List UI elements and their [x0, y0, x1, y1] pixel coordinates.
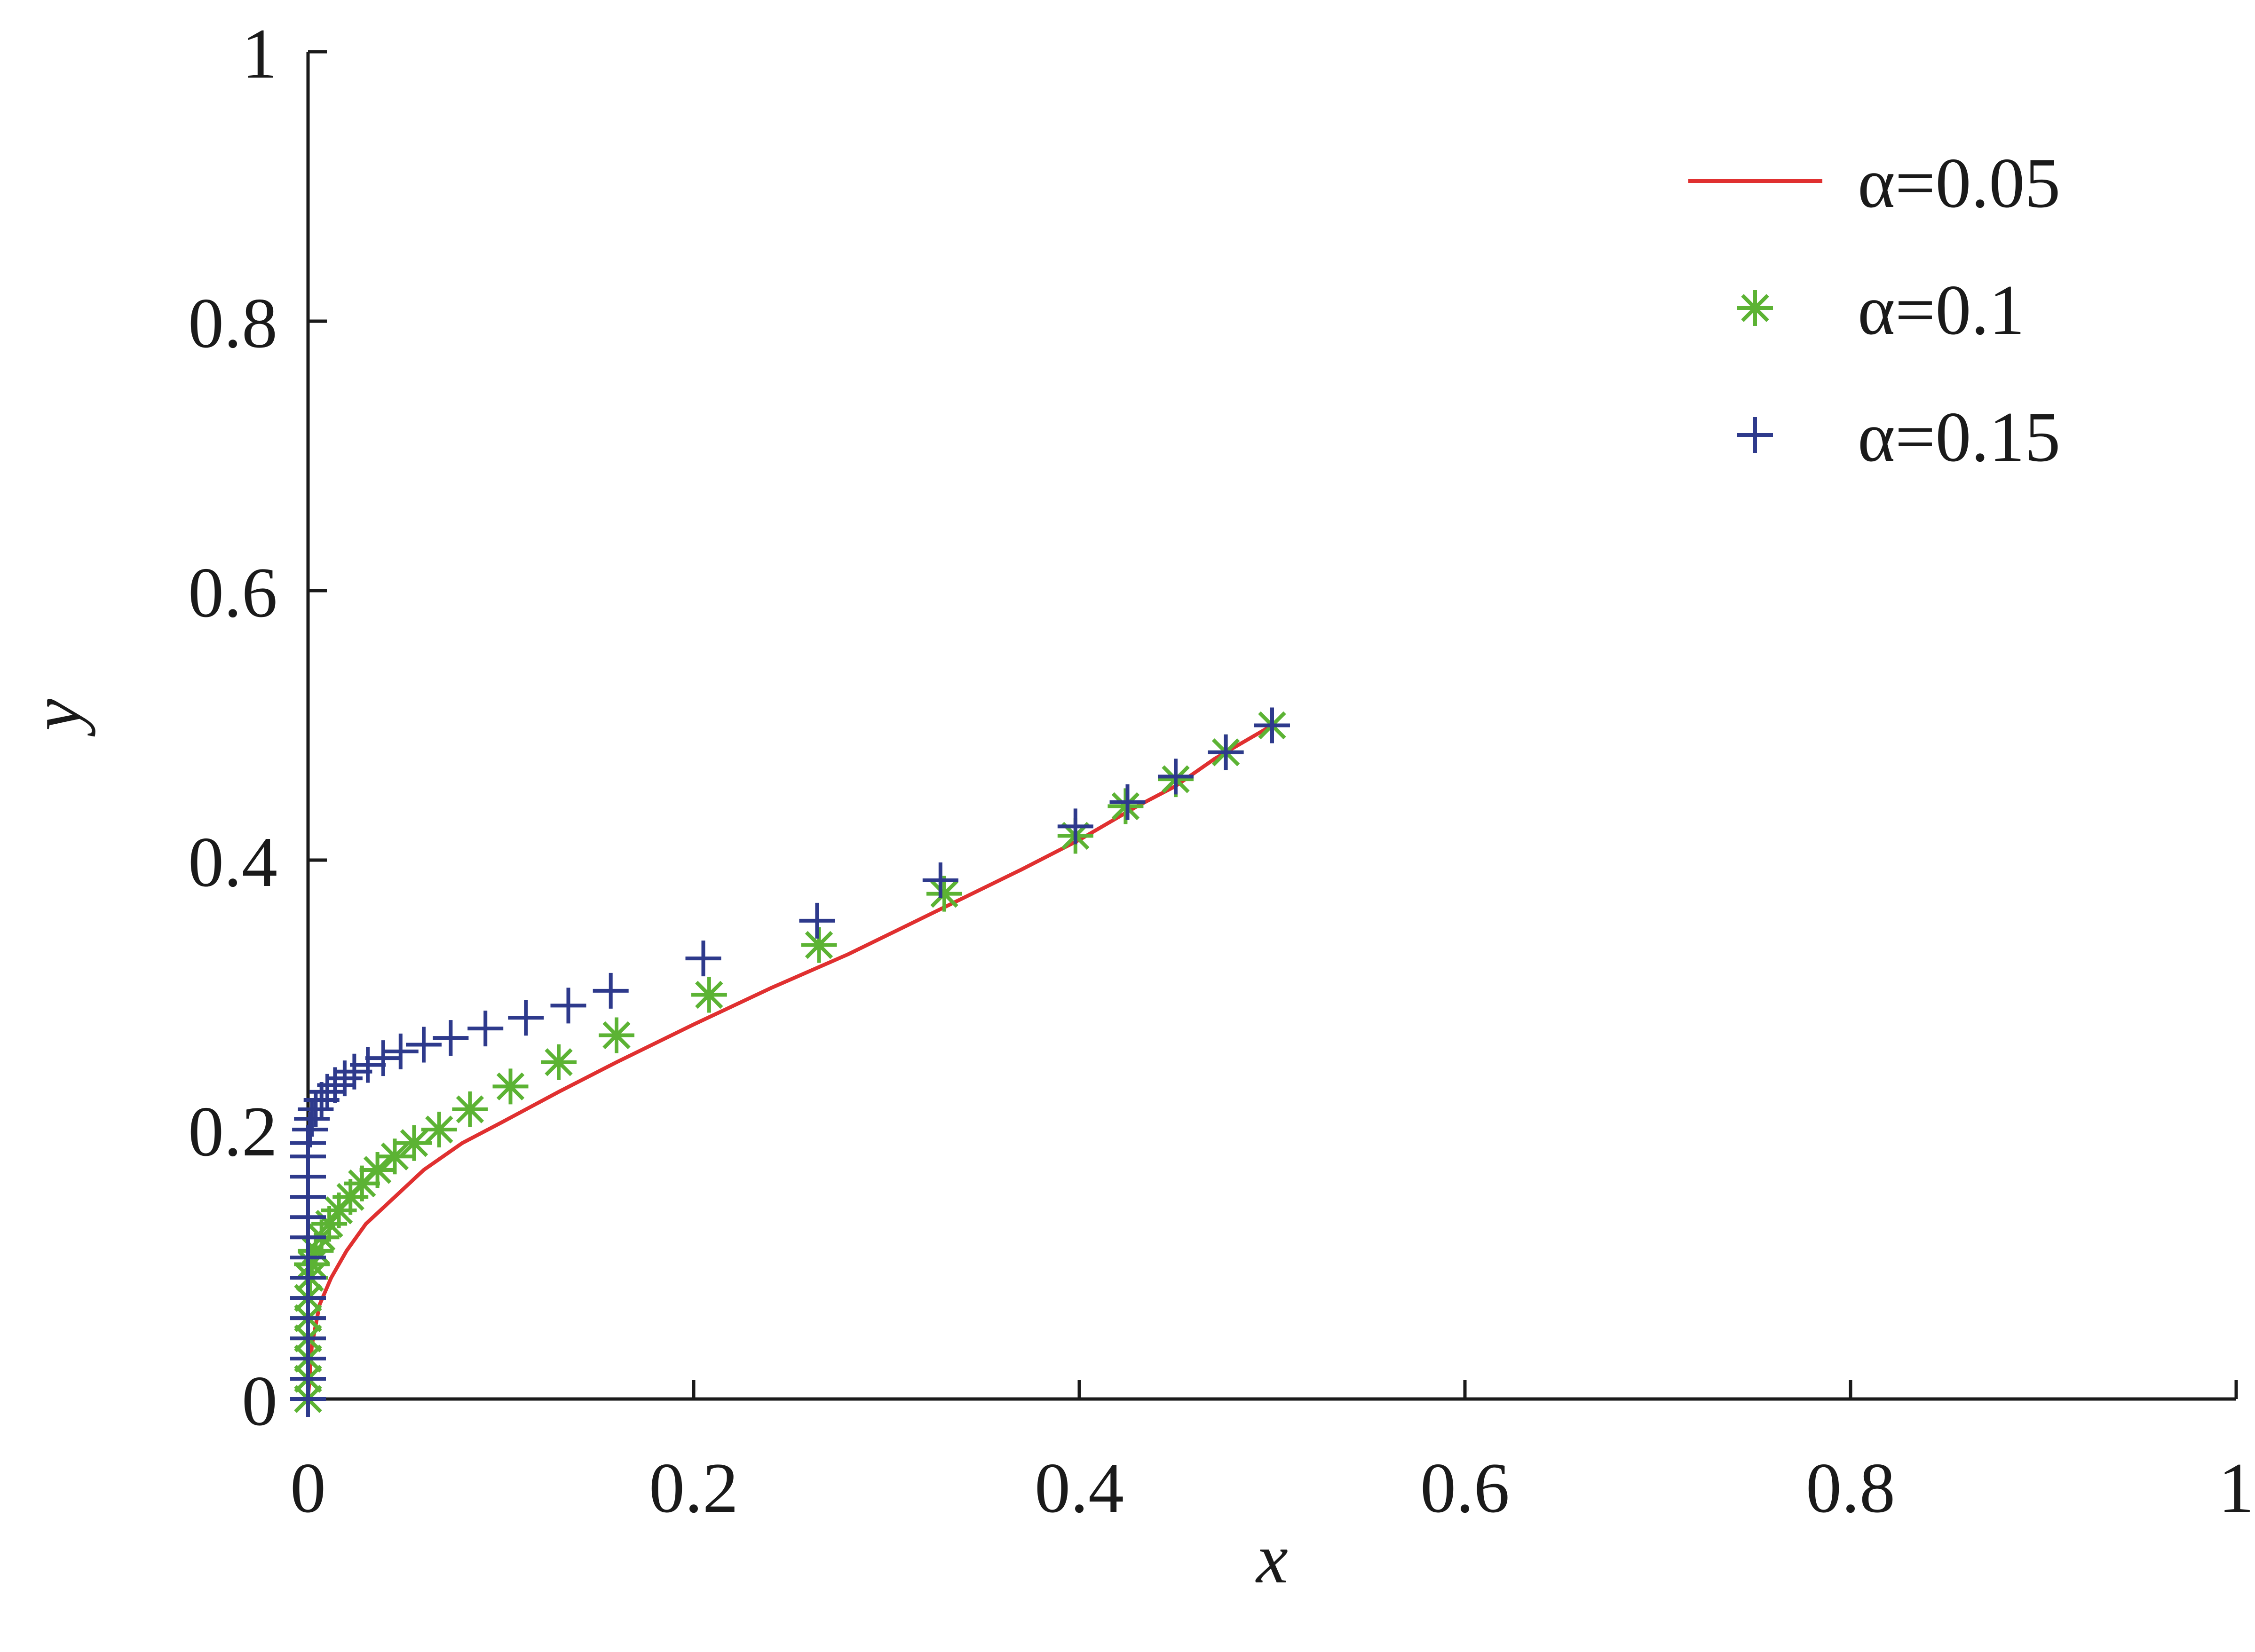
- series-1-point-20: [541, 1044, 577, 1080]
- series-2-point-24: [382, 1033, 419, 1069]
- series-1-point-24-arm: [930, 879, 958, 908]
- series-1-point-22: [691, 977, 727, 1013]
- series-1-point-21-arm: [602, 1021, 631, 1050]
- series-1-point-15: [377, 1138, 413, 1175]
- series-2-point-15: [294, 1101, 330, 1137]
- series-2-point-29: [550, 988, 586, 1024]
- y-tick-label-5: 1: [242, 14, 277, 93]
- series-2: [290, 707, 1290, 1417]
- series: [290, 707, 1290, 1417]
- series-1-point-23-arm: [805, 931, 833, 959]
- series-2-point-20: [326, 1060, 363, 1097]
- x-tick-label-3: 0.6: [1420, 1448, 1510, 1527]
- series-2-point-31: [685, 941, 721, 977]
- y-tick-label-3: 0.6: [188, 553, 277, 632]
- series-2-point-19: [317, 1067, 353, 1103]
- series-1-point-22-arm: [695, 980, 723, 1009]
- series-0: [306, 724, 1274, 1399]
- series-1-point-26-arm: [1111, 792, 1140, 821]
- series-1-point-21: [599, 1017, 634, 1053]
- series-1-point-17: [421, 1112, 457, 1147]
- series-2-point-22: [350, 1047, 386, 1083]
- series-2-point-25: [406, 1027, 442, 1063]
- series-2-point-36: [1158, 759, 1194, 795]
- series-2-point-23: [365, 1040, 401, 1076]
- series-2-point-32: [799, 902, 835, 939]
- series-1-point-15-arm: [380, 1142, 409, 1170]
- series-2-point-38: [1254, 707, 1290, 743]
- series-2-point-34: [1057, 808, 1093, 845]
- series-1-point-19: [492, 1068, 529, 1105]
- series-1-point-24: [926, 876, 962, 912]
- series-0-line: [306, 724, 1274, 1399]
- ticks: 0 0.2 0.4 0.6 0.8 1 0 0.2 0.4 0.6 0.8 1: [188, 14, 2254, 1527]
- series-1-point-20-arm: [545, 1048, 573, 1076]
- y-axis-label: y: [16, 699, 95, 737]
- series-1-point-18-arm: [456, 1095, 484, 1123]
- series-1: [290, 707, 1290, 1417]
- series-1-point-16-arm: [400, 1129, 428, 1157]
- series-2-point-26: [433, 1020, 469, 1056]
- series-1-point-16: [396, 1125, 432, 1161]
- y-tick-label-2: 0.4: [188, 822, 277, 901]
- legend-swatch-2: [1737, 417, 1773, 453]
- x-tick-label-5: 1: [2218, 1448, 2254, 1527]
- y-tick-label-0: 0: [242, 1361, 277, 1440]
- x-tick-label-0: 0: [290, 1448, 326, 1527]
- series-1-point-19-arm: [496, 1072, 525, 1101]
- x-tick-label-2: 0.4: [1035, 1448, 1124, 1527]
- x-tick-label-1: 0.2: [649, 1448, 738, 1527]
- legend-swatch-1: [1737, 290, 1773, 326]
- series-1-point-26: [1108, 788, 1144, 824]
- series-1-point-23: [801, 927, 837, 963]
- series-2-point-35: [1109, 784, 1146, 820]
- legend-label-2: α=0.15: [1858, 397, 2060, 476]
- y-tick-label-4: 0.8: [188, 284, 277, 363]
- series-2-point-30: [593, 972, 629, 1009]
- y-tick-label-1: 0.2: [188, 1092, 277, 1171]
- series-2-point-37: [1208, 734, 1244, 770]
- legend-label-1: α=0.1: [1858, 270, 2025, 349]
- legend-swatch-1-arm: [1741, 294, 1769, 322]
- series-2-point-33: [922, 862, 958, 898]
- x-axis-label: x: [1255, 1519, 1288, 1598]
- legend: α=0.05 α=0.1 α=0.15: [1688, 143, 2060, 476]
- series-2-point-27: [467, 1011, 504, 1047]
- series-1-point-18: [452, 1091, 488, 1128]
- series-1-point-17-arm: [425, 1115, 453, 1144]
- series-1-point-14-arm: [363, 1156, 392, 1184]
- legend-label-0: α=0.05: [1858, 143, 2060, 222]
- series-2-point-28: [508, 1000, 544, 1036]
- x-tick-label-4: 0.8: [1806, 1448, 1895, 1527]
